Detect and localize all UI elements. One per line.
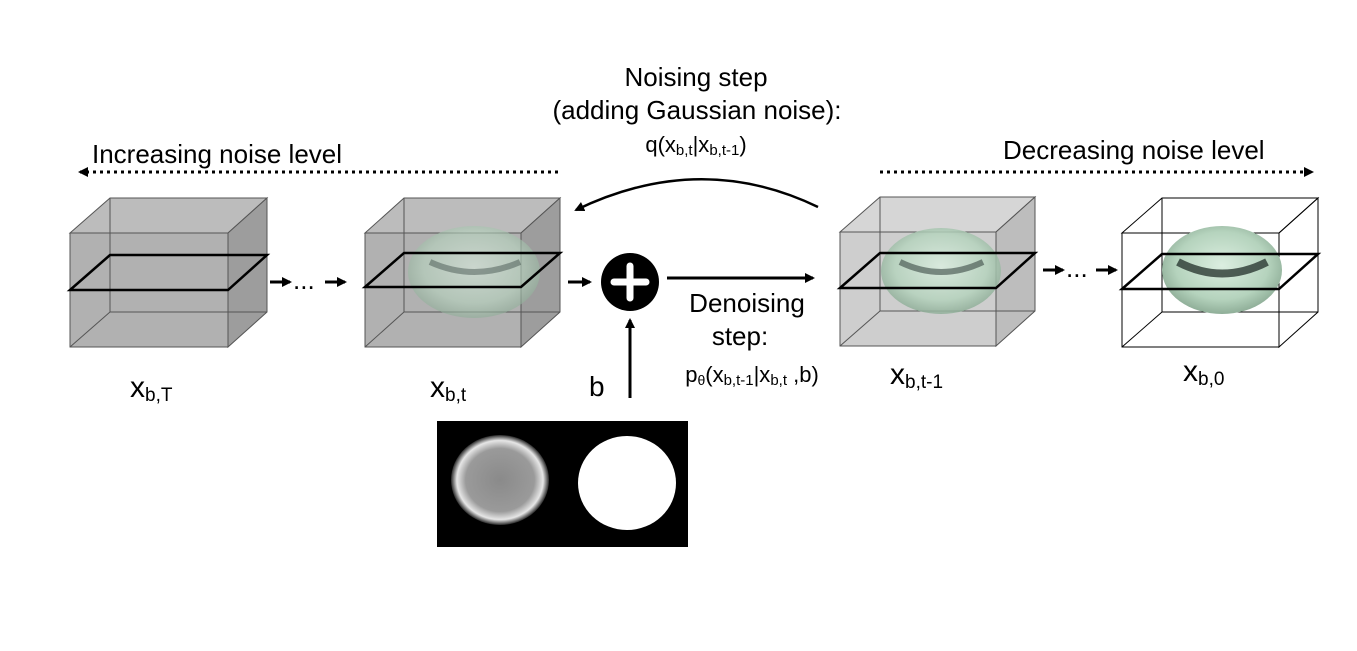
decreasing-noise-label: Decreasing noise level — [1003, 135, 1265, 165]
cube-xbt — [361, 196, 564, 349]
ellipsis: ... — [293, 265, 315, 295]
microscopy-cell-image — [451, 435, 549, 525]
plus-operator — [601, 253, 659, 311]
cube-label-xbt: xb,t — [430, 371, 467, 406]
slice-plane — [836, 251, 1039, 290]
cell-torus — [408, 226, 540, 318]
noising-step-title: Noising step — [624, 62, 767, 92]
cube-label-xbT: xb,T — [130, 371, 173, 406]
denoising-step-subtitle: step: — [712, 321, 768, 351]
denoising-step-title: Denoising — [689, 288, 805, 318]
noising-step-subtitle: (adding Gaussian noise): — [552, 95, 841, 125]
noising-formula: q(xb,t|xb,t-1) — [645, 132, 746, 159]
segmentation-mask-image — [578, 436, 676, 530]
cube-label-xb0: xb,0 — [1183, 355, 1224, 390]
cube-label-xbt-1: xb,t-1 — [890, 358, 943, 393]
increasing-noise-label: Increasing noise level — [92, 139, 342, 169]
slice-plane — [361, 251, 564, 289]
slice-plane — [66, 253, 271, 292]
cube-xb0 — [1118, 196, 1322, 349]
cube-xbT — [66, 196, 271, 349]
cube-xbt-1 — [836, 195, 1039, 348]
denoising-formula: pθ(xb,t-1|xb,t ,b) — [685, 362, 819, 389]
noising-curve-arrow — [574, 178, 819, 212]
ellipsis: ... — [1066, 253, 1088, 283]
condition-label: b — [589, 371, 605, 402]
slice-plane — [1118, 252, 1322, 291]
condition-images — [437, 421, 688, 547]
